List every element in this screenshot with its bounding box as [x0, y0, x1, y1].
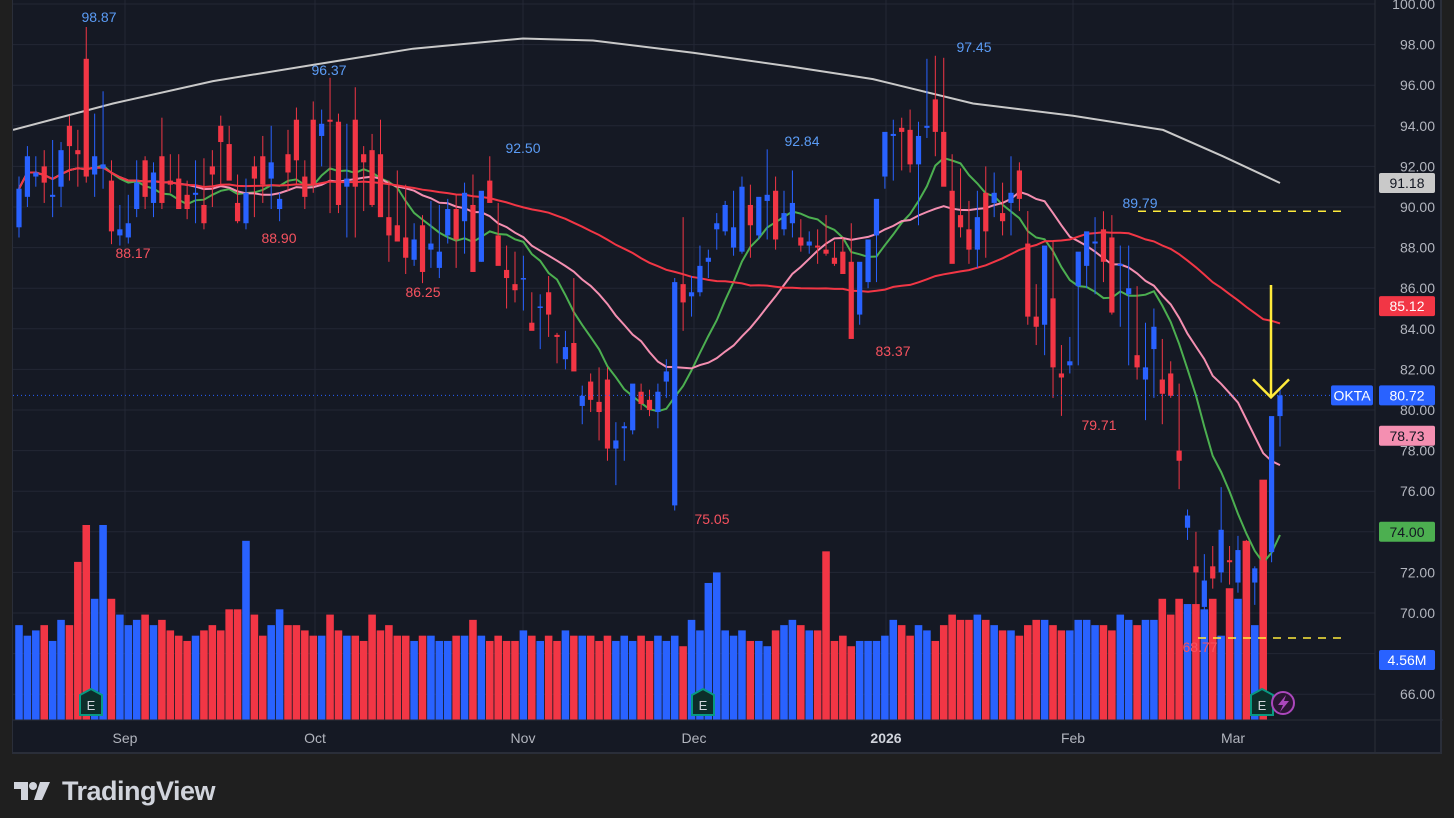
low-price-label: 75.05 [694, 511, 729, 527]
ma50-line [18, 166, 1281, 325]
svg-text:E: E [1258, 698, 1267, 713]
volume-bars [15, 479, 1267, 720]
chart-pane[interactable]: 98.87 88.17 96.37 88.90 86.25 92.50 75.05 92.84… [12, 0, 1443, 754]
price-tick-label: 72.00 [1400, 564, 1435, 580]
price-tick-label: 96.00 [1400, 77, 1435, 93]
high-price-label: 92.84 [784, 133, 819, 149]
high-price-label: 92.50 [505, 140, 540, 156]
price-badge-volume: 4.56M [1379, 650, 1435, 670]
ma20-line [18, 166, 1281, 466]
grid [13, 0, 1375, 720]
time-tick-label: Dec [682, 730, 707, 746]
brand-name: TradingView [62, 776, 216, 806]
time-tick-label: Sep [113, 730, 138, 746]
price-badge-ma50: 85.12 [1379, 296, 1435, 317]
price-tick-label: 66.00 [1400, 686, 1435, 702]
earnings-marker-icon[interactable]: E [1250, 687, 1274, 716]
tradingview-logo-icon [14, 781, 50, 800]
svg-text:78.73: 78.73 [1389, 428, 1424, 444]
lightning-event-icon[interactable] [1271, 691, 1295, 715]
svg-text:74.00: 74.00 [1389, 524, 1424, 540]
svg-text:E: E [87, 698, 96, 713]
low-price-label: 68.77 [1182, 639, 1217, 655]
annotation-arrow-icon[interactable] [1252, 285, 1290, 400]
low-price-label: 88.17 [115, 245, 150, 261]
low-price-label: 86.25 [405, 284, 440, 300]
high-price-label: 89.79 [1122, 195, 1157, 211]
price-tick-label: 98.00 [1400, 37, 1435, 53]
svg-text:85.12: 85.12 [1389, 298, 1424, 314]
price-tick-label: 90.00 [1400, 199, 1435, 215]
high-price-label: 98.87 [81, 9, 116, 25]
ma10-line [18, 156, 1281, 565]
tradingview-logo[interactable]: TradingView [14, 776, 216, 807]
candles [16, 26, 1283, 638]
candlestick-chart[interactable]: 98.87 88.17 96.37 88.90 86.25 92.50 75.05 92.84… [13, 0, 1443, 754]
time-axis[interactable]: Sep Oct Nov Dec 2026 Feb Mar [13, 719, 1443, 746]
ma200-line [13, 37, 1281, 184]
price-tick-label: 84.00 [1400, 321, 1435, 337]
time-tick-label: 2026 [870, 730, 901, 746]
low-price-label: 83.37 [875, 343, 910, 359]
price-tick-label: 76.00 [1400, 483, 1435, 499]
time-tick-label: Mar [1221, 730, 1245, 746]
high-price-label: 96.37 [311, 62, 346, 78]
price-tick-label: 94.00 [1400, 118, 1435, 134]
svg-text:4.56M: 4.56M [1388, 652, 1427, 668]
price-tick-label: 86.00 [1400, 280, 1435, 296]
low-price-label: 79.71 [1081, 417, 1116, 433]
price-tick-label: 92.00 [1400, 158, 1435, 174]
time-tick-label: Nov [511, 730, 536, 746]
price-tick-label: 70.00 [1400, 605, 1435, 621]
price-tick-label: 82.00 [1400, 361, 1435, 377]
low-price-label: 88.90 [261, 230, 296, 246]
price-tick-label: 88.00 [1400, 240, 1435, 256]
time-tick-label: Oct [304, 730, 326, 746]
price-tick-label: 80.00 [1400, 402, 1435, 418]
svg-text:80.72: 80.72 [1389, 387, 1424, 403]
earnings-marker-icon[interactable]: E [79, 687, 103, 716]
earnings-marker-icon[interactable]: E [691, 687, 715, 716]
price-axis[interactable]: 100.00 98.00 96.00 94.00 92.00 90.00 88.00 86.0… [1374, 0, 1435, 752]
price-tick-label: 78.00 [1400, 443, 1435, 459]
price-badge-ma10: 74.00 [1379, 521, 1435, 542]
price-badge-okta-last: 80.72 [1379, 385, 1435, 406]
svg-text:OKTA: OKTA [1333, 387, 1371, 403]
time-tick-label: Feb [1061, 730, 1085, 746]
price-badge-ma20: 78.73 [1379, 425, 1435, 446]
svg-text:91.18: 91.18 [1389, 175, 1424, 191]
svg-text:E: E [699, 698, 708, 713]
high-price-label: 97.45 [956, 39, 991, 55]
price-tick-label: 100.00 [1392, 0, 1435, 12]
symbol-tag: OKTA [1331, 385, 1373, 406]
price-badge-ma200: 91.18 [1379, 173, 1435, 194]
